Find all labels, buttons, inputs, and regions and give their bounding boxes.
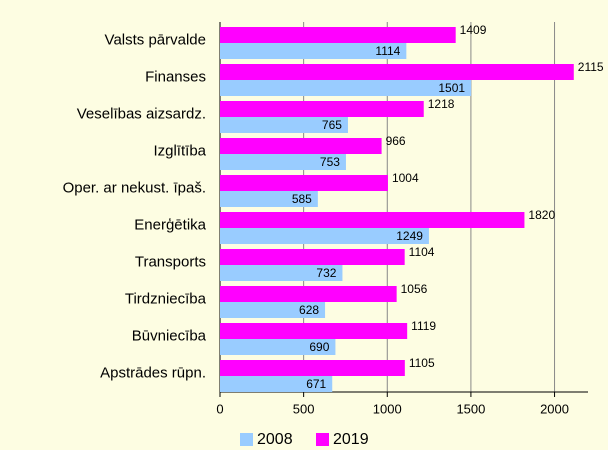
data-label: 1105 bbox=[409, 356, 435, 370]
data-label: 690 bbox=[309, 340, 329, 354]
data-label: 1056 bbox=[401, 282, 428, 296]
data-label: 585 bbox=[292, 192, 312, 206]
y-tick-label: Transports bbox=[135, 253, 206, 270]
legend-label: 2019 bbox=[333, 431, 369, 448]
x-tick-label: 2000 bbox=[540, 401, 569, 416]
data-label: 765 bbox=[322, 118, 342, 132]
y-tick-label: Izglītība bbox=[153, 142, 206, 159]
y-tick-label: Valsts pārvalde bbox=[105, 31, 206, 48]
data-label: 1249 bbox=[396, 229, 423, 243]
bar bbox=[220, 265, 343, 281]
bar bbox=[220, 101, 424, 117]
x-tick-label: 1500 bbox=[456, 401, 485, 416]
y-tick-label: Tirdzniecība bbox=[125, 290, 207, 307]
data-label: 1501 bbox=[438, 81, 465, 95]
data-label: 628 bbox=[299, 303, 319, 317]
data-label: 1409 bbox=[460, 23, 487, 37]
data-label: 2115 bbox=[578, 60, 604, 74]
y-tick-label: Enerģētika bbox=[134, 216, 206, 233]
y-tick-label: Oper. ar nekust. īpaš. bbox=[63, 179, 206, 196]
bar bbox=[220, 154, 346, 170]
data-label: 1218 bbox=[428, 97, 455, 111]
x-tick-label: 500 bbox=[293, 401, 315, 416]
y-tick-label: Veselības aizsardz. bbox=[77, 105, 206, 122]
bar bbox=[220, 27, 456, 43]
bar bbox=[220, 175, 388, 191]
data-label: 753 bbox=[320, 155, 340, 169]
y-tick-label: Apstrādes rūpn. bbox=[100, 364, 206, 381]
data-label: 1004 bbox=[392, 171, 419, 185]
bar bbox=[220, 360, 405, 376]
data-label: 732 bbox=[316, 266, 336, 280]
data-label: 1119 bbox=[411, 319, 436, 333]
bar bbox=[220, 138, 382, 154]
y-tick-label: Būvniecība bbox=[132, 327, 207, 344]
legend-label: 2008 bbox=[257, 431, 293, 448]
x-tick-label: 0 bbox=[216, 401, 223, 416]
bar bbox=[220, 302, 326, 318]
y-tick-label: Finanses bbox=[145, 68, 206, 85]
legend-swatch bbox=[240, 433, 253, 446]
data-label: 1820 bbox=[528, 208, 555, 222]
data-label: 966 bbox=[386, 134, 406, 148]
legend-swatch bbox=[316, 433, 329, 446]
data-label: 1114 bbox=[375, 44, 400, 58]
bar bbox=[220, 43, 407, 59]
bar bbox=[220, 228, 429, 244]
bar bbox=[220, 191, 318, 207]
x-tick-label: 1000 bbox=[373, 401, 402, 416]
bar bbox=[220, 323, 408, 339]
data-label: 671 bbox=[306, 377, 326, 391]
bar bbox=[220, 64, 574, 80]
bar bbox=[220, 339, 336, 355]
bar bbox=[220, 249, 405, 265]
bar bbox=[220, 80, 472, 96]
bar bbox=[220, 212, 525, 228]
bar bbox=[220, 117, 348, 133]
data-label: 1104 bbox=[409, 245, 435, 259]
bar bbox=[220, 286, 397, 302]
bar bbox=[220, 376, 333, 392]
